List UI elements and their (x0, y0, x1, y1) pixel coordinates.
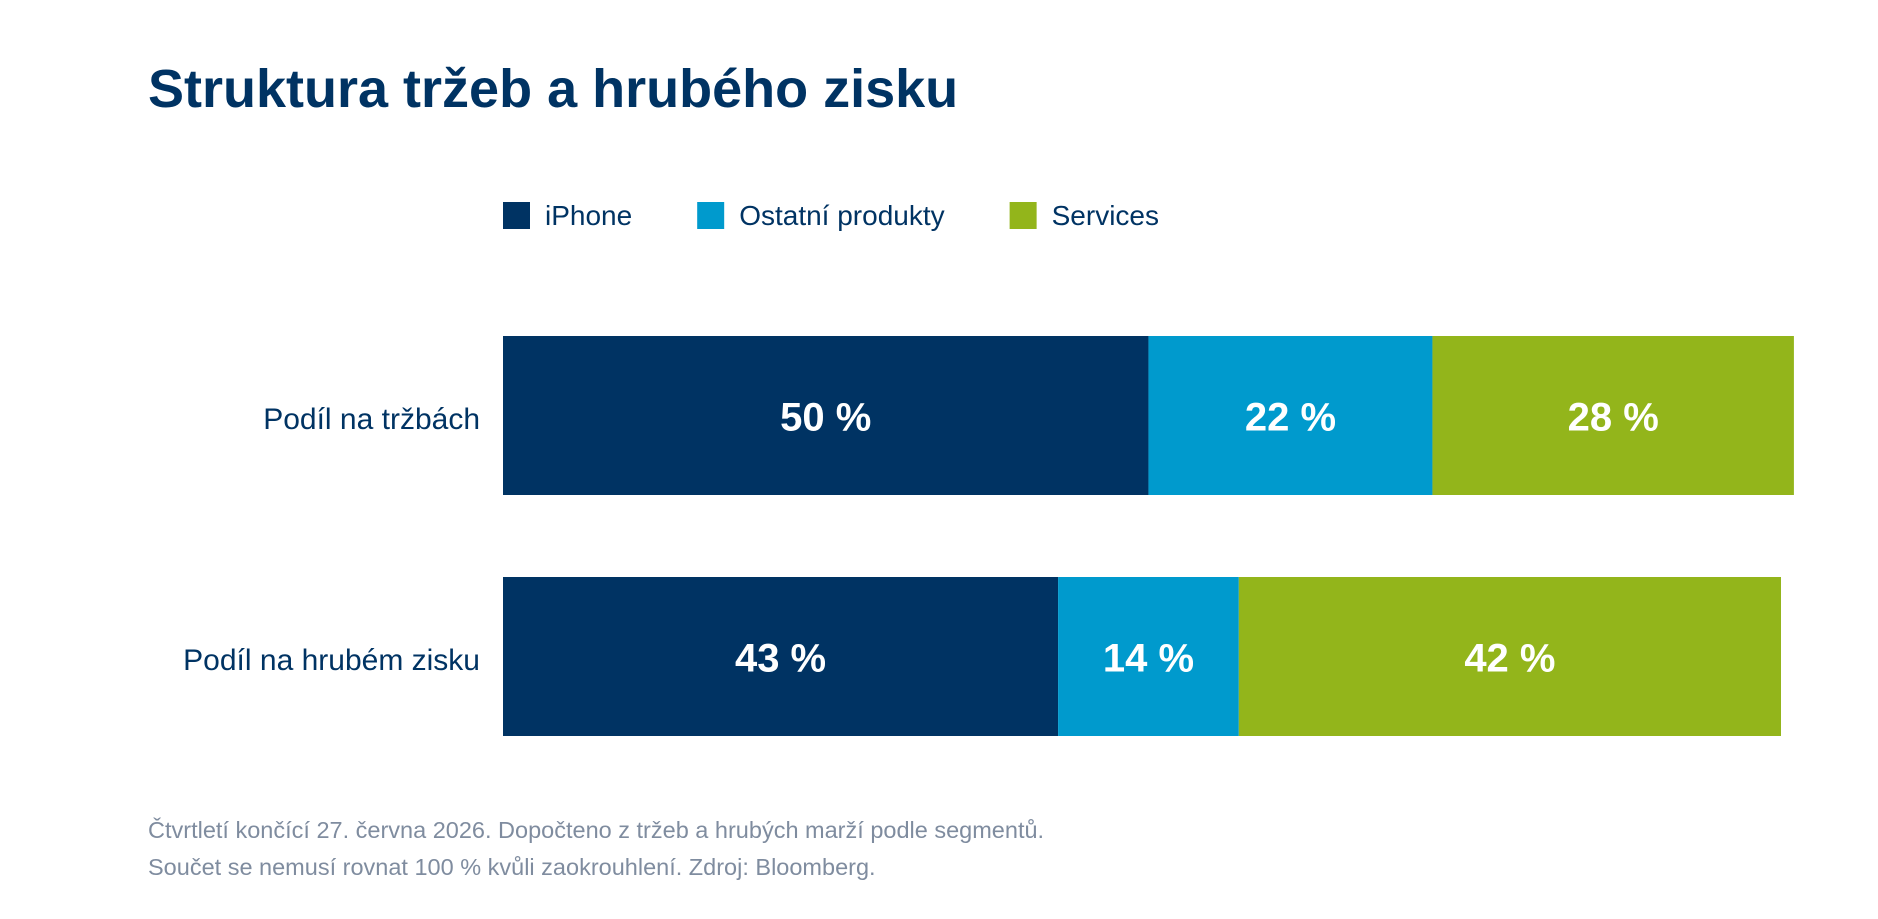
legend: iPhone Ostatní produkty Services (503, 200, 1159, 231)
bar-ostatni-produkty-2 (1058, 577, 1239, 736)
value-label-iphone-1: 50 % (780, 396, 871, 440)
category-labels: Podíl na tržbách Podíl na hrubém zisku (183, 403, 480, 677)
legend-label-ostatni-produkty: Ostatní produkty (739, 200, 944, 231)
value-label-ostatni-produkty-1: 22 % (1245, 396, 1336, 440)
legend-swatch-services (1009, 202, 1037, 229)
legend-label-services: Services (1052, 200, 1159, 231)
value-label-services-1: 28 % (1568, 396, 1659, 440)
value-label-ostatni-produkty-2: 14 % (1103, 637, 1194, 681)
bar-services-2 (1238, 577, 1781, 736)
chart-title: Struktura tržeb a hrubého zisku (148, 59, 959, 119)
category-label-1: Podíl na tržbách (263, 403, 480, 436)
bars: 50 % 22 % 28 % 43 % 14 % 42 % (503, 336, 1794, 736)
footnote-line-1: Čtvrtletí končící 27. června 2026. Dopoč… (148, 817, 1045, 843)
bar-services-1 (1432, 336, 1794, 495)
bar-ostatni-produkty-1 (1148, 336, 1433, 495)
value-label-services-2: 42 % (1464, 637, 1555, 681)
legend-swatch-iphone (503, 202, 530, 229)
bar-iphone-2 (503, 577, 1059, 736)
legend-swatch-ostatni-produkty (697, 202, 725, 229)
legend-label-iphone: iPhone (545, 200, 632, 231)
footnote: Čtvrtletí končící 27. června 2026. Dopoč… (148, 812, 1044, 886)
value-label-iphone-2: 43 % (735, 637, 826, 681)
bar-iphone-1 (503, 336, 1149, 495)
footnote-line-2: Součet se nemusí rovnat 100 % kvůli zaok… (148, 854, 876, 880)
category-label-2: Podíl na hrubém zisku (183, 644, 480, 677)
